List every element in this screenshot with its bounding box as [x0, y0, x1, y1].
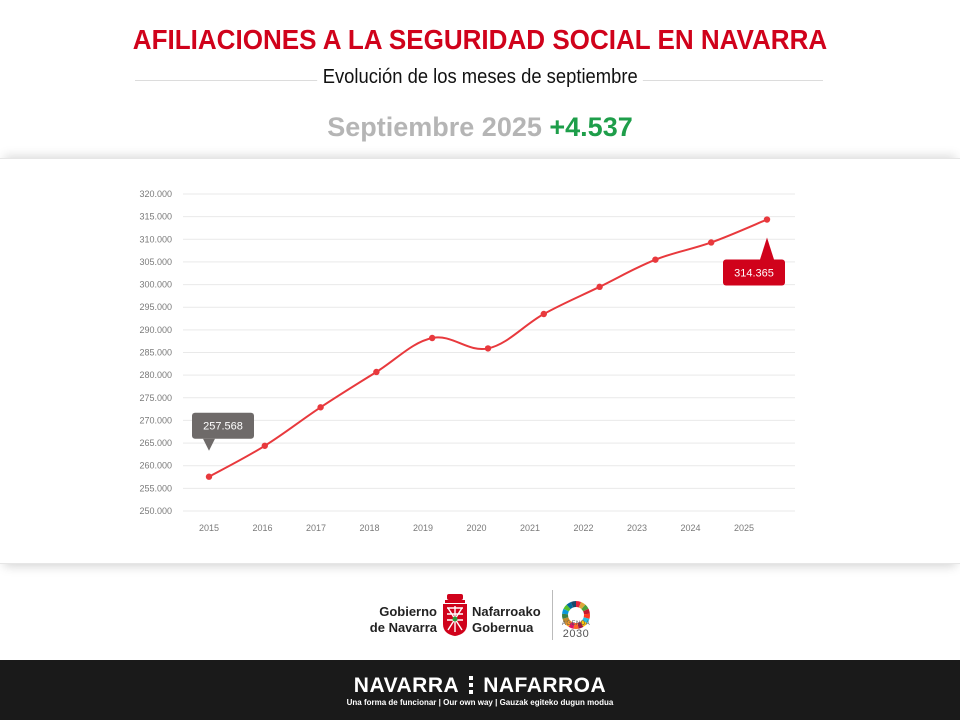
- x-tick-label: 2025: [734, 523, 754, 533]
- line-chart: 250.000 255.000 260.000 265.000 270.000 275.0…: [139, 189, 795, 533]
- x-tick-label: 2018: [359, 523, 379, 533]
- gobernua-label: Nafarroako Gobernua: [472, 604, 562, 636]
- x-tick-label: 2016: [252, 523, 272, 533]
- page-subtitle: Evolución de los meses de septiembre: [0, 66, 960, 89]
- chart-panel: 250.000 255.000 260.000 265.000 270.000 275.0…: [0, 158, 960, 564]
- headline-label: Septiembre 2025: [327, 112, 542, 142]
- sdg-wheel-segment: [568, 621, 575, 629]
- headline-value: +4.537: [549, 112, 633, 142]
- sdg-wheel-segment: [561, 613, 569, 619]
- navarra-shield-icon: [443, 594, 467, 636]
- x-tick-label: 2024: [680, 523, 700, 533]
- gobierno-line1: Gobierno: [379, 604, 437, 619]
- x-tick-label: 2022: [573, 523, 593, 533]
- sdg-wheel-segment: [577, 621, 584, 629]
- data-point: [317, 404, 324, 411]
- headline: Septiembre 2025 +4.537: [0, 112, 960, 143]
- y-tick-label: 280.000: [139, 370, 172, 380]
- first-value-callout: [192, 412, 254, 439]
- agenda-label: AGENDA: [561, 621, 591, 627]
- y-tick-label: 250.000: [139, 506, 172, 516]
- logo-separator: [552, 590, 553, 640]
- data-point: [652, 256, 659, 263]
- data-point: [484, 345, 492, 352]
- series-line: [208, 218, 768, 478]
- sdg-wheel-segment: [580, 619, 588, 627]
- last-value-callout: [723, 259, 785, 286]
- logos-bar: Gobierno de Navarra Nafarroako Gobernua …: [0, 586, 960, 646]
- agenda-year: 2030: [562, 628, 590, 640]
- sdg-wheel-segment: [581, 604, 589, 612]
- sdg-wheel-segment: [570, 601, 576, 608]
- sdg-wheel-segment: [566, 601, 574, 610]
- y-tick-label: 320.000: [139, 189, 172, 199]
- y-tick-label: 290.000: [139, 325, 172, 335]
- footer-brand: NAVARRA NAFARROA: [0, 674, 960, 698]
- sdg-wheel-segment: [562, 617, 570, 624]
- sdg-wheel-segment: [562, 608, 569, 615]
- x-tick-label: 2020: [466, 523, 486, 533]
- y-tick-label: 300.000: [139, 280, 172, 290]
- first-value-callout-pointer: [203, 438, 215, 451]
- brand-dots-icon: [469, 676, 474, 694]
- brand-nafarroa: NAFARROA: [483, 674, 607, 697]
- first-value-label: 257.568: [203, 421, 243, 433]
- sdg-wheel-segment: [573, 622, 579, 629]
- data-point: [708, 239, 715, 246]
- sdg-wheel-icon: [561, 601, 591, 629]
- gobierno-label: Gobierno de Navarra: [355, 604, 437, 636]
- data-point: [540, 310, 547, 318]
- gobierno-line2: de Navarra: [369, 620, 437, 635]
- x-tick-label: 2019: [413, 523, 433, 533]
- data-point: [763, 216, 771, 223]
- sdg-wheel-segment: [582, 617, 590, 624]
- y-tick-label: 295.000: [139, 302, 172, 312]
- y-tick-label: 315.000: [139, 212, 172, 222]
- data-point: [373, 368, 380, 376]
- y-tick-label: 270.000: [139, 415, 172, 425]
- y-tick-label: 260.000: [139, 461, 172, 471]
- y-tick-label: 305.000: [139, 257, 172, 267]
- x-tick-label: 2015: [199, 523, 219, 533]
- last-value-label: 314.365: [734, 268, 774, 280]
- brand-navarra: NAVARRA: [353, 674, 460, 697]
- y-tick-label: 310.000: [139, 234, 172, 244]
- last-value-callout-pointer: [760, 237, 774, 260]
- data-point: [205, 473, 213, 480]
- page-title: AFILIACIONES A LA SEGURIDAD SOCIAL EN NA…: [132, 24, 828, 55]
- sdg-wheel-segment: [578, 601, 586, 610]
- y-tick-label: 275.000: [139, 393, 172, 403]
- subtitle-text: Evolución de los meses de septiembre: [316, 66, 644, 89]
- sdg-wheel-segment: [583, 608, 590, 615]
- gobernua-line1: Nafarroako: [472, 604, 541, 619]
- data-point: [429, 334, 436, 342]
- footer-tagline: Una forma de funcionar | Our own way | G…: [346, 698, 614, 707]
- gobernua-line2: Gobernua: [472, 620, 534, 635]
- x-tick-label: 2021: [520, 523, 540, 533]
- data-point: [261, 442, 268, 449]
- sdg-wheel-segment: [564, 619, 572, 627]
- data-point: [596, 283, 603, 291]
- footer: NAVARRA NAFARROA Una forma de funcionar |…: [0, 660, 960, 720]
- y-tick-label: 255.000: [139, 483, 172, 493]
- sdg-wheel-segment: [576, 601, 582, 608]
- x-tick-label: 2017: [306, 523, 326, 533]
- y-tick-label: 285.000: [139, 348, 172, 358]
- sdg-wheel-segment: [563, 604, 571, 612]
- sdg-wheel-segment: [583, 613, 591, 619]
- y-tick-label: 265.000: [139, 438, 172, 448]
- x-tick-label: 2023: [627, 523, 647, 533]
